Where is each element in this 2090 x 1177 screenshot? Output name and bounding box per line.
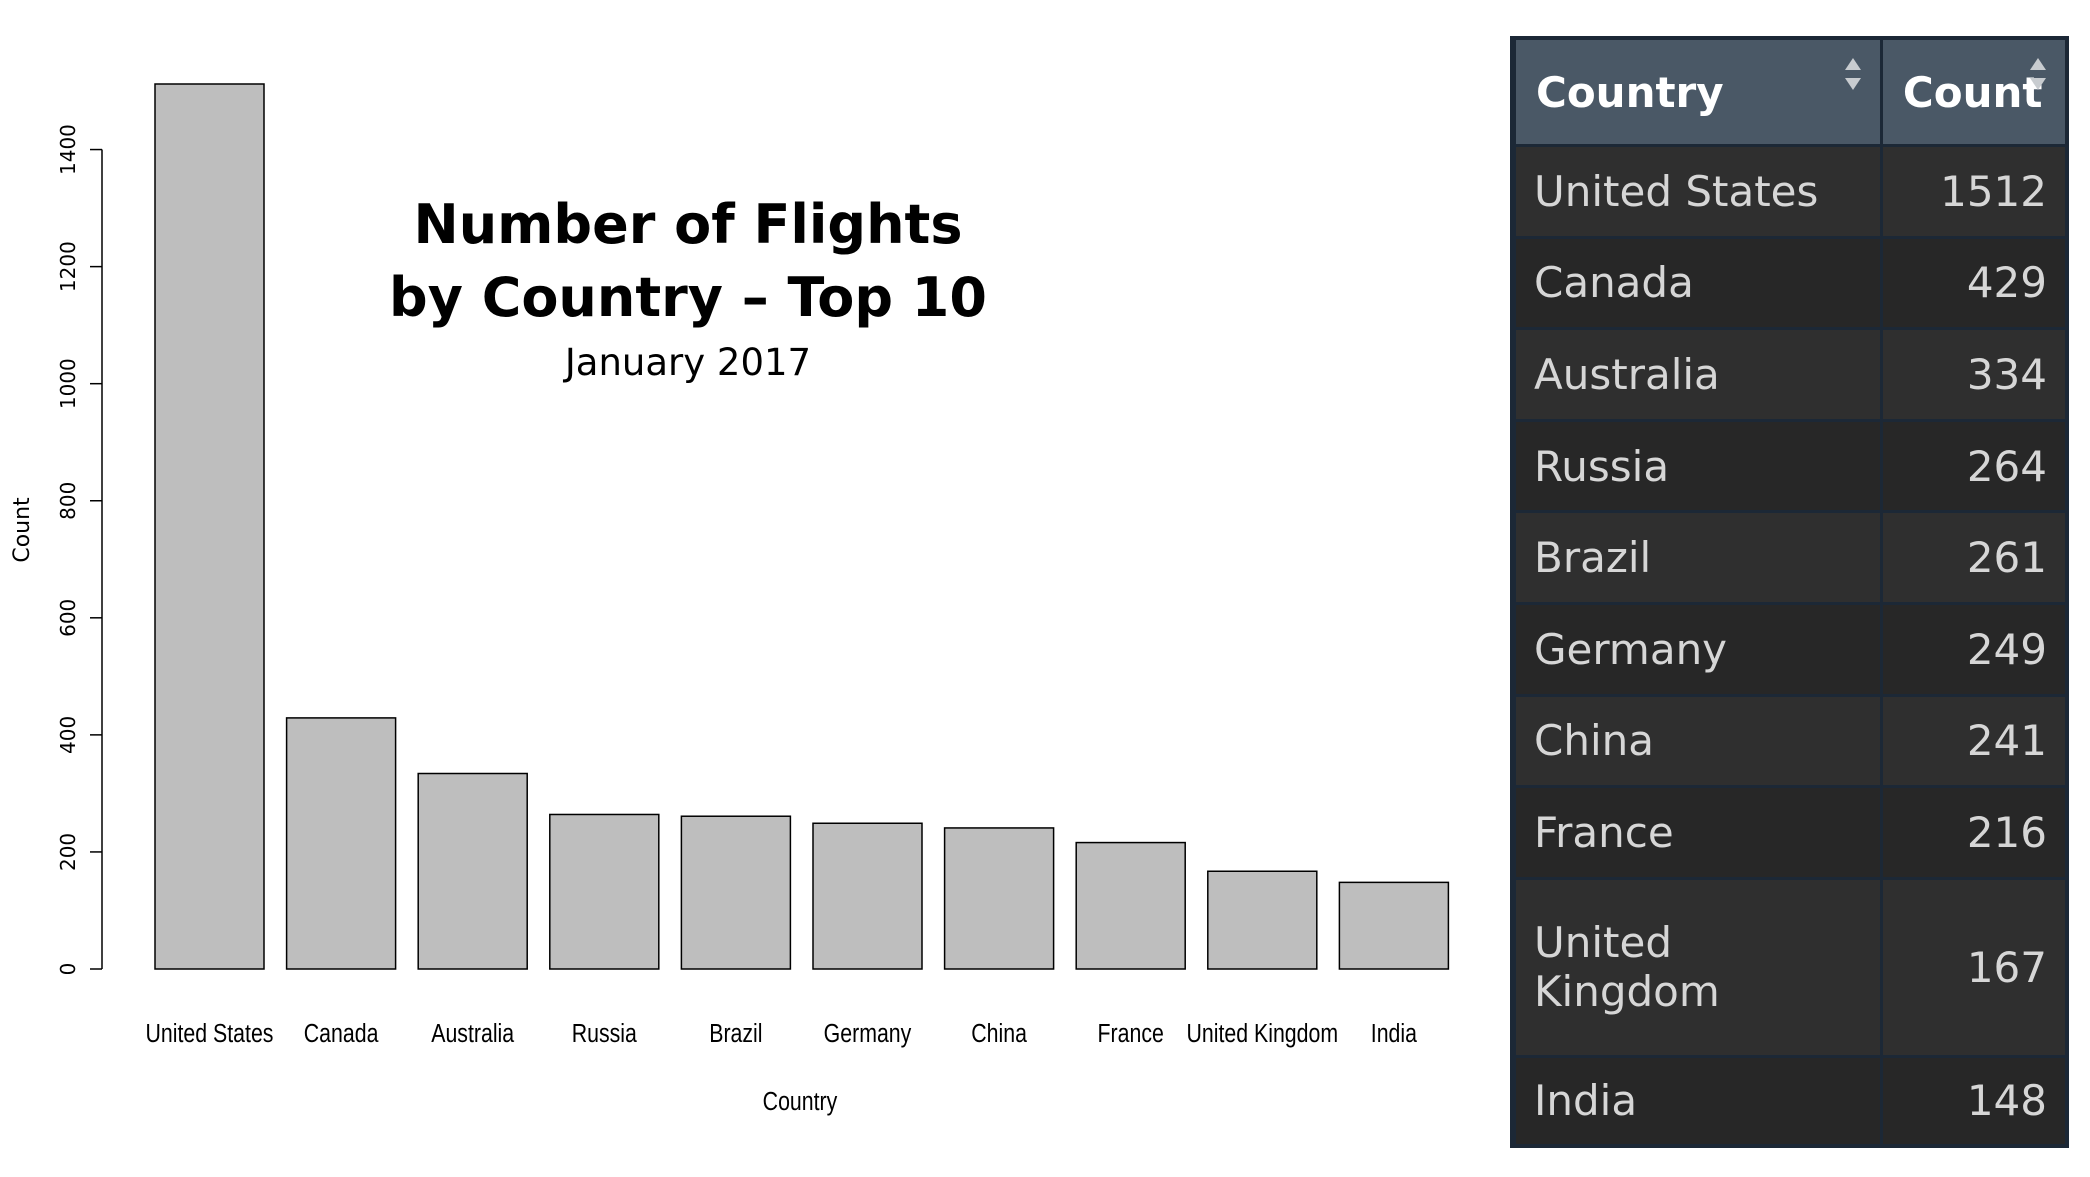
bar	[1075, 841, 1186, 970]
x-tick-label: United Kingdom	[1186, 1019, 1338, 1049]
y-tick-label: 1400	[56, 124, 80, 175]
bar	[943, 827, 1055, 970]
bar	[1207, 870, 1318, 970]
table-row: India 148	[1516, 1057, 2065, 1144]
y-tick-label: 600	[56, 599, 80, 637]
x-tick-label: Australia	[431, 1019, 515, 1049]
table-row: Germany 249	[1516, 604, 2065, 697]
bar	[417, 772, 528, 970]
cell-count: 1512	[1882, 147, 2065, 239]
bar	[1338, 881, 1450, 970]
cell-country: Australia	[1516, 330, 1883, 422]
y-tick-label: 800	[56, 482, 80, 520]
y-axis-title: Count	[10, 497, 35, 563]
cell-country: Brazil	[1516, 513, 1883, 605]
sort-arrows-icon[interactable]	[2029, 56, 2047, 92]
y-tick-label: 1000	[56, 358, 80, 409]
cell-count: 264	[1882, 421, 2065, 514]
table-header-row: Country Count	[1516, 40, 2065, 147]
cell-count: 429	[1882, 238, 2065, 331]
column-header-country[interactable]: Country	[1516, 40, 1883, 147]
x-tick-labels: United States Canada Australia Russia Brazil…	[146, 1019, 1418, 1049]
column-header-label: Count	[1902, 67, 2043, 117]
data-table: Country Count United States 1512 Canada 429…	[1510, 36, 2069, 1148]
y-tick-label: 200	[56, 833, 80, 871]
bars	[154, 83, 1450, 970]
x-tick-label: India	[1371, 1019, 1418, 1049]
table-row: France 216	[1516, 788, 2065, 880]
x-tick-label: Canada	[304, 1019, 379, 1049]
y-tick-label: 400	[56, 716, 80, 754]
cell-country: Germany	[1516, 604, 1883, 697]
cell-count: 261	[1882, 513, 2065, 605]
cell-country: United Kingdom	[1516, 879, 1883, 1058]
table-row: United Kingdom 167	[1516, 879, 2065, 1058]
table-row: Australia 334	[1516, 330, 2065, 422]
table-row: Russia 264	[1516, 421, 2065, 514]
cell-count: 148	[1882, 1057, 2065, 1144]
x-tick-label: Germany	[824, 1019, 912, 1049]
y-axis: 0 200 400 600 800 1000 1200 1400	[56, 124, 103, 976]
sort-arrows-icon[interactable]	[1844, 56, 1862, 92]
cell-count: 241	[1882, 696, 2065, 789]
x-tick-label: United States	[146, 1019, 274, 1049]
table-row: Brazil 261	[1516, 513, 2065, 605]
bar	[285, 717, 397, 970]
cell-country: Russia	[1516, 421, 1883, 514]
chart-title-line2: by Country – Top 10	[389, 266, 987, 329]
cell-country: United States	[1516, 147, 1883, 239]
y-tick-label: 0	[56, 963, 80, 976]
cell-country: India	[1516, 1057, 1883, 1144]
chart-subtitle: January 2017	[563, 341, 811, 384]
bar	[812, 822, 923, 970]
column-header-label: Country	[1536, 67, 1724, 117]
column-header-count[interactable]: Count	[1882, 40, 2065, 147]
bar-chart: 0 200 400 600 800 1000 1200 1400 United States C…	[10, 83, 1450, 1117]
cell-count: 216	[1882, 788, 2065, 880]
country-count-table: Country Count United States 1512 Canada 429…	[1516, 40, 2065, 1144]
bar	[680, 815, 792, 970]
x-tick-label: China	[971, 1019, 1027, 1049]
cell-country: China	[1516, 696, 1883, 789]
bar	[549, 813, 660, 970]
cell-country: France	[1516, 788, 1883, 880]
x-tick-label: Russia	[572, 1019, 638, 1049]
cell-count: 334	[1882, 330, 2065, 422]
y-tick-label: 1200	[56, 241, 80, 292]
x-axis-title: Country	[763, 1087, 838, 1117]
table-row: United States 1512	[1516, 147, 2065, 239]
cell-count: 167	[1882, 879, 2065, 1058]
chart-title-line1: Number of Flights	[414, 193, 963, 256]
cell-country: Canada	[1516, 238, 1883, 331]
table-row: Canada 429	[1516, 238, 2065, 331]
bar	[154, 83, 265, 970]
x-tick-label: Brazil	[709, 1019, 762, 1049]
x-tick-label: France	[1098, 1019, 1164, 1049]
cell-count: 249	[1882, 604, 2065, 697]
table-row: China 241	[1516, 696, 2065, 789]
